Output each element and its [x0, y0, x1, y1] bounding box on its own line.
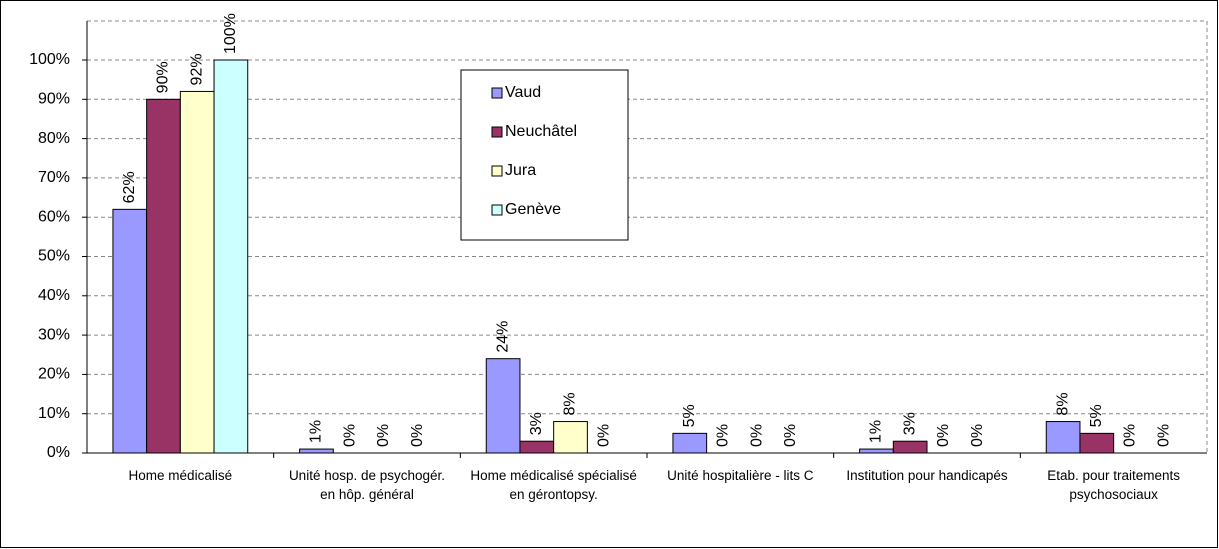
bar: [112, 208, 148, 454]
y-tick-label: 40%: [38, 287, 70, 304]
bar: [1079, 432, 1115, 454]
y-tick-label: 20%: [38, 366, 70, 383]
value-label: 0%: [595, 424, 612, 447]
x-tick-label: Etab. pour traitements psychosociaux: [1047, 468, 1181, 502]
bar: [213, 59, 249, 454]
value-label: 0%: [341, 424, 358, 447]
bar: [672, 432, 708, 454]
bar: [519, 440, 555, 454]
bar: [1045, 421, 1081, 454]
bar: [859, 448, 894, 454]
value-label: 5%: [1088, 404, 1105, 427]
value-label: 0%: [715, 424, 732, 447]
legend-box: [460, 69, 629, 241]
value-label: 0%: [375, 424, 392, 447]
y-tick-label: 100%: [29, 51, 70, 68]
bar: [179, 90, 215, 454]
bar: [892, 440, 928, 454]
value-label: 8%: [562, 392, 579, 415]
y-tick-label: 90%: [38, 91, 70, 108]
bar: [146, 98, 181, 454]
value-label: 0%: [1122, 424, 1139, 447]
y-tick-label: 0%: [47, 444, 70, 461]
bar: [553, 421, 588, 454]
legend-label: Vaud: [505, 84, 541, 101]
value-label: 0%: [969, 424, 986, 447]
y-tick-label: 30%: [38, 326, 70, 343]
value-label: 0%: [748, 424, 765, 447]
value-label: 62%: [121, 171, 138, 203]
legend-label: Jura: [505, 162, 536, 179]
y-tick-label: 60%: [38, 208, 70, 225]
value-label: 0%: [1155, 424, 1172, 447]
bar: [299, 448, 334, 454]
x-tick-label: Unité hospitalière - lits C: [667, 468, 814, 483]
value-label: 3%: [901, 412, 918, 435]
value-label: 100%: [222, 13, 239, 54]
legend-swatch: [491, 165, 503, 177]
y-tick-label: 80%: [38, 130, 70, 147]
x-tick-label: Home médicalisé: [128, 468, 233, 483]
value-label: 90%: [155, 61, 172, 93]
legend-label: Genève: [505, 201, 561, 218]
y-tick-label: 70%: [38, 169, 70, 186]
x-tick-label: Home médicalisé spécialisé en gérontopsy…: [470, 468, 637, 502]
value-label: 0%: [935, 424, 952, 447]
y-tick-label: 10%: [38, 405, 70, 422]
value-label: 92%: [188, 53, 205, 85]
value-label: 24%: [494, 321, 511, 353]
value-label: 1%: [308, 420, 325, 443]
legend-swatch: [491, 204, 503, 216]
value-label: 3%: [528, 412, 545, 435]
value-label: 8%: [1054, 392, 1071, 415]
legend-label: Neuchâtel: [505, 123, 577, 140]
y-tick-label: 50%: [38, 248, 70, 265]
x-tick-label: Unité hosp. de psychogér. en hôp. généra…: [288, 468, 446, 502]
value-label: 0%: [782, 424, 799, 447]
legend-swatch: [491, 87, 503, 99]
bar: [485, 358, 521, 454]
value-label: 1%: [868, 420, 885, 443]
value-label: 5%: [681, 404, 698, 427]
x-tick-label: Institution pour handicapés: [846, 468, 1008, 483]
value-label: 0%: [409, 424, 426, 447]
legend-swatch: [491, 126, 503, 138]
